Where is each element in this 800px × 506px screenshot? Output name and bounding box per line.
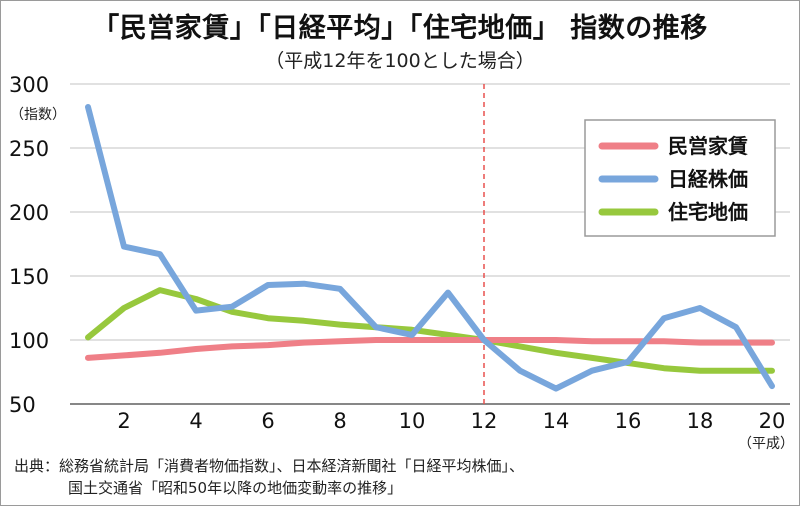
x-tick-label: 18: [687, 409, 714, 433]
legend-label: 住宅地価: [668, 200, 748, 224]
y-axis-unit: （指数）: [10, 107, 66, 123]
series-line-rent: [85, 337, 775, 361]
legend-label: 日経株価: [668, 167, 748, 191]
x-tick-label: 4: [189, 409, 202, 433]
x-tick-label: 10: [399, 409, 426, 433]
source-line-1: 出典：総務省統計局「消費者物価指数」、日本経済新聞社「日経平均株価」、: [14, 457, 525, 475]
y-tick-label: 300: [9, 73, 49, 97]
y-tick-label: 200: [9, 201, 49, 225]
x-tick-label: 12: [471, 409, 498, 433]
series-line-nikkei: [85, 104, 775, 392]
x-tick-label: 6: [261, 409, 274, 433]
legend-label: 民営家賃: [668, 134, 748, 158]
y-tick-label: 100: [9, 329, 49, 353]
y-tick-label: 50: [9, 393, 36, 417]
chart-subtitle: （平成12年を100とした場合）: [265, 50, 535, 72]
x-tick-label: 20: [759, 409, 786, 433]
y-axis-ticks: 50 100 150 200 250 300: [9, 73, 49, 417]
x-tick-label: 2: [117, 409, 130, 433]
y-tick-label: 250: [9, 137, 49, 161]
source-line-2: 国土交通省「昭和50年以降の地価変動率の推移」: [68, 479, 403, 497]
x-axis-unit: （平成）: [738, 436, 794, 452]
x-axis-ticks: 2 4 6 8 10 12 14 16 18 20: [117, 409, 785, 433]
y-tick-label: 150: [9, 265, 49, 289]
series-lines: [85, 104, 775, 392]
source-note: 出典：総務省統計局「消費者物価指数」、日本経済新聞社「日経平均株価」、 国土交通…: [14, 455, 524, 499]
chart-title: 「民営家賃」「日経平均」「住宅地価」 指数の推移: [92, 13, 708, 44]
x-tick-label: 16: [615, 409, 642, 433]
x-tick-label: 14: [543, 409, 570, 433]
series-line-land: [85, 287, 775, 374]
x-tick-label: 8: [333, 409, 346, 433]
